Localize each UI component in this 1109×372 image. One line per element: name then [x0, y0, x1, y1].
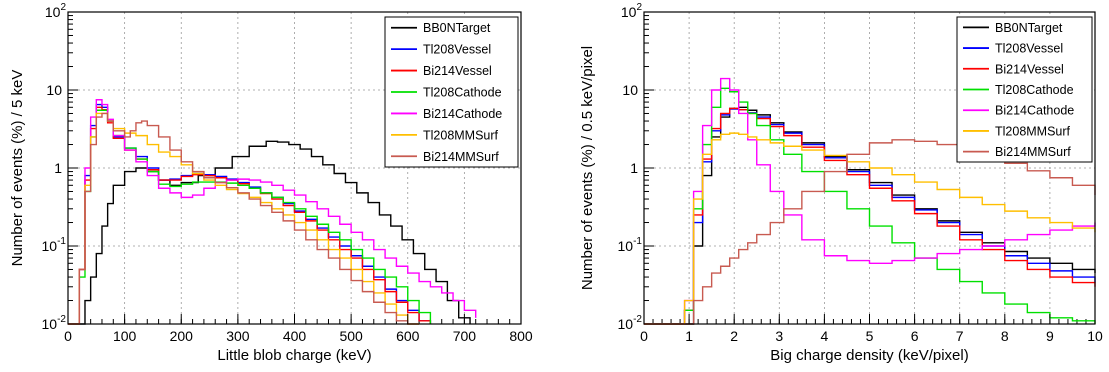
y-tick-labels: 10-2 10-1 1 10 102	[42, 2, 78, 332]
y-axis-label: Number of events (%) / 5 keV	[9, 70, 26, 267]
legend-entry-Tl208Vessel: Tl208Vessel	[995, 42, 1063, 56]
legend-entry-Bi214Vessel: Bi214Vessel	[423, 64, 492, 78]
legend-entry-Tl208Cathode: Tl208Cathode	[995, 83, 1074, 97]
series-group	[68, 99, 477, 325]
legend-entry-Tl208MMSurf: Tl208MMSurf	[423, 128, 499, 142]
x-minor-ticks	[643, 319, 1096, 324]
y-tick-label: 10	[622, 82, 638, 98]
x-tick-label: 800	[509, 328, 533, 344]
chart-panel-1: 0 100 200 300 400 500 600 700 800 10-2 10-1 1 10 102 L…	[9, 2, 533, 364]
y-minor-ticks	[644, 15, 649, 302]
legend-entry-Tl208Cathode: Tl208Cathode	[423, 86, 502, 100]
legend-entry-Bi214MMSurf: Bi214MMSurf	[423, 150, 499, 164]
legend-entry-Bi214Vessel: Bi214Vessel	[995, 62, 1064, 76]
series-line-Tl208MMSurf	[644, 132, 1096, 325]
y-tick-labels: 10-2 10-1 1 10 102	[618, 2, 654, 332]
x-tick-label: 100	[113, 328, 137, 344]
chart-panel-2: 0 1 2 3 4 5 6 7 8 9 10 10-2 10-1 1 10 102 Big charge den…	[579, 2, 1103, 364]
y-tick-label: 10-2	[618, 314, 643, 332]
x-axis-label: Big charge density (keV/pixel)	[770, 347, 968, 364]
series-line-Tl208MMSurf	[68, 112, 420, 325]
series-line-Bi214Vessel	[68, 106, 432, 325]
series-line-Bi214MMSurf	[68, 112, 420, 325]
x-tick-label: 9	[1046, 328, 1054, 344]
x-tick-label: 1	[685, 328, 693, 344]
series-line-Bi214Cathode	[644, 77, 1096, 325]
legend-entry-BB0NTarget: BB0NTarget	[423, 21, 491, 35]
y-minor-ticks	[68, 15, 73, 302]
y-tick-label: 1	[54, 160, 62, 176]
y-tick-label: 102	[621, 2, 643, 20]
x-tick-label: 5	[866, 328, 874, 344]
x-tick-label: 6	[911, 328, 919, 344]
series-line-Bi214Cathode	[68, 99, 477, 325]
x-tick-label: 3	[775, 328, 783, 344]
legend-entry-Tl208MMSurf: Tl208MMSurf	[995, 124, 1071, 138]
x-tick-label: 200	[170, 328, 194, 344]
series-line-Tl208Cathode	[68, 109, 432, 325]
x-tick-labels: 0 100 200 300 400 500 600 700 800	[64, 314, 533, 344]
series-line-BB0NTarget	[68, 140, 471, 325]
x-tick-label: 400	[283, 328, 307, 344]
y-tick-label: 10-1	[618, 236, 643, 254]
legend: BB0NTarget Tl208Vessel Bi214Vessel Tl208Cat…	[384, 16, 519, 168]
x-tick-label: 4	[821, 328, 829, 344]
legend-entry-Bi214MMSurf: Bi214MMSurf	[995, 145, 1071, 159]
x-tick-label: 7	[956, 328, 964, 344]
y-tick-label: 10-2	[42, 314, 67, 332]
legend-entry-Tl208Vessel: Tl208Vessel	[423, 43, 491, 57]
y-tick-label: 1	[630, 160, 638, 176]
y-tick-label: 10-1	[42, 236, 67, 254]
y-tick-label: 102	[45, 2, 67, 20]
legend-entry-Bi214Cathode: Bi214Cathode	[995, 104, 1074, 118]
x-tick-label: 300	[226, 328, 250, 344]
legend: BB0NTarget Tl208Vessel Bi214Vessel Tl208Cat…	[956, 16, 1093, 163]
x-tick-label: 8	[1001, 328, 1009, 344]
y-tick-label: 10	[46, 82, 62, 98]
legend-entry-BB0NTarget: BB0NTarget	[995, 21, 1063, 35]
y-axis-label: Number of events (%) / 0.5 keV/pixel	[579, 46, 596, 290]
x-tick-label: 600	[396, 328, 420, 344]
x-tick-label: 700	[453, 328, 477, 344]
x-tick-label: 500	[339, 328, 363, 344]
x-tick-label: 10	[1087, 328, 1103, 344]
x-tick-labels: 0 1 2 3 4 5 6 7 8 9 10	[640, 314, 1103, 344]
series-line-Bi214Vessel	[644, 107, 1096, 325]
x-axis-label: Little blob charge (keV)	[217, 347, 371, 364]
x-tick-label: 0	[640, 328, 648, 344]
series-line-Tl208Vessel	[68, 103, 432, 325]
series-group	[644, 77, 1096, 325]
x-tick-label: 0	[64, 328, 72, 344]
legend-entry-Bi214Cathode: Bi214Cathode	[423, 107, 502, 121]
x-tick-label: 2	[730, 328, 738, 344]
